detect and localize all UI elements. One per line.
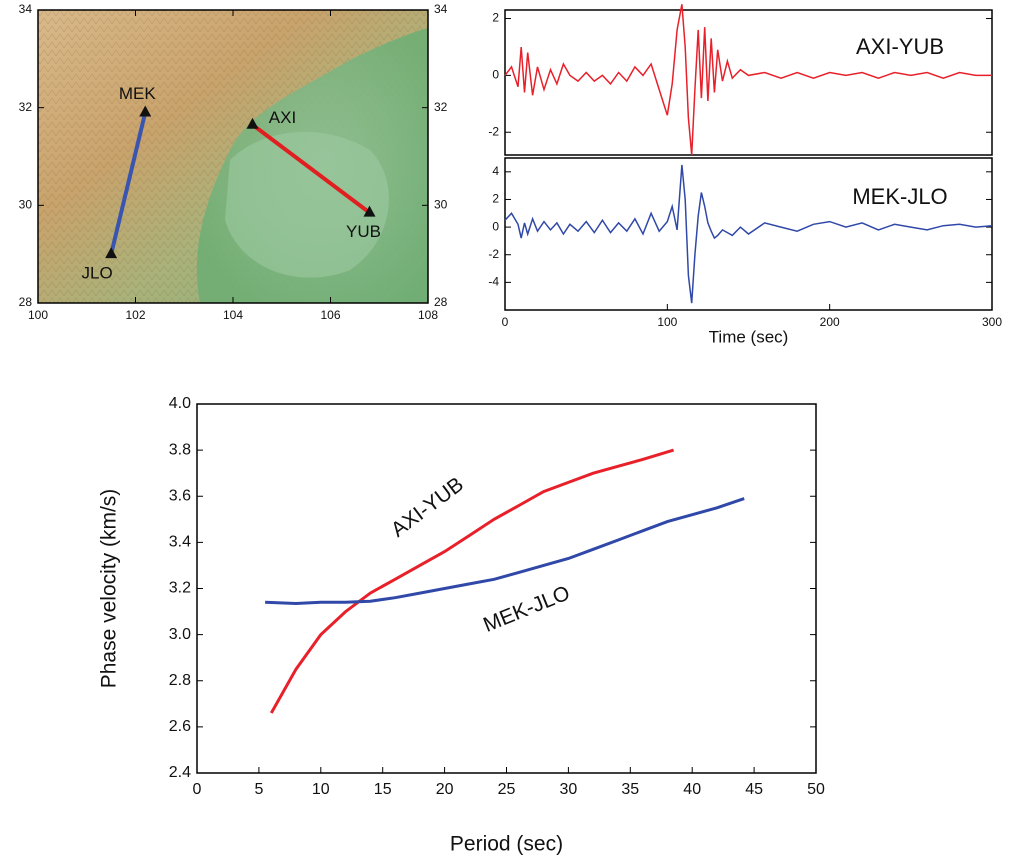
station-marker: [139, 105, 152, 117]
y-tick-label: 0: [492, 68, 499, 82]
x-tick-label: 108: [418, 308, 438, 322]
y-tick-label: 2: [492, 11, 499, 25]
series-label: MEK-JLO: [480, 581, 573, 636]
y-tick-label: 34: [19, 2, 33, 16]
y-tick-label: -2: [488, 247, 499, 261]
x-tick-label: 30: [560, 781, 578, 798]
y-tick-label: 30: [19, 198, 33, 212]
x-tick-label: 106: [320, 308, 340, 322]
x-axis-label: Time (sec): [709, 327, 789, 346]
station-label: AXI: [269, 108, 296, 127]
y-tick-label: 2: [492, 192, 499, 206]
station-label: MEK: [119, 84, 157, 103]
y-tick-label: 4: [492, 164, 499, 178]
y-tick-label: 3.8: [169, 441, 191, 458]
x-tick-label: 102: [125, 308, 145, 322]
y-tick-label: 28: [434, 295, 448, 309]
series-line: [269, 448, 675, 714]
panel-frame: [504, 157, 993, 311]
x-tick-label: 10: [312, 781, 330, 798]
station-marker: [246, 117, 259, 129]
panel-frame: [504, 9, 993, 156]
x-tick-label: 15: [374, 781, 392, 798]
x-tick-label: 0: [193, 781, 202, 798]
y-axis-label: Phase velocity (km/s): [98, 489, 121, 689]
x-tick-label: 104: [223, 308, 243, 322]
x-tick-label: 300: [982, 315, 1002, 329]
y-tick-label: -2: [488, 124, 499, 138]
y-tick-label: 34: [434, 2, 448, 16]
x-axis-label: Period (sec): [450, 833, 563, 856]
series-label: AXI-YUB: [387, 473, 468, 542]
map-terrain: [38, 10, 428, 303]
x-tick-label: 40: [683, 781, 701, 798]
x-tick-label: 200: [820, 315, 840, 329]
series-line: [504, 164, 993, 304]
x-tick-label: 5: [254, 781, 263, 798]
y-tick-label: -4: [488, 275, 499, 289]
y-tick-label: 2.8: [169, 672, 191, 689]
series-label: AXI-YUB: [856, 34, 944, 59]
x-tick-label: 50: [807, 781, 825, 798]
x-tick-label: 100: [28, 308, 48, 322]
y-tick-label: 0: [492, 219, 499, 233]
series-line: [265, 497, 745, 606]
y-tick-label: 2.6: [169, 718, 191, 735]
x-tick-label: 0: [502, 315, 509, 329]
station-marker: [363, 205, 376, 217]
y-tick-label: 32: [19, 100, 33, 114]
station-marker: [105, 247, 118, 259]
station-link: [109, 112, 148, 255]
plot-frame: [196, 403, 817, 774]
y-tick-label: 4.0: [169, 395, 191, 412]
station-label: YUB: [346, 222, 381, 241]
y-tick-label: 3.6: [169, 487, 191, 504]
y-tick-label: 2.4: [169, 764, 191, 781]
y-tick-label: 3.4: [169, 534, 191, 551]
y-tick-label: 3.2: [169, 580, 191, 597]
series-label: MEK-JLO: [852, 184, 947, 209]
station-label: JLO: [82, 264, 113, 283]
series-line: [504, 4, 992, 156]
y-tick-label: 32: [434, 100, 448, 114]
y-tick-label: 28: [19, 295, 33, 309]
y-tick-label: 30: [434, 198, 448, 212]
x-tick-label: 25: [498, 781, 516, 798]
x-tick-label: 20: [436, 781, 454, 798]
station-link: [251, 123, 371, 215]
y-tick-label: 3.0: [169, 626, 191, 643]
x-tick-label: 100: [657, 315, 677, 329]
x-tick-label: 35: [621, 781, 639, 798]
x-tick-label: 45: [745, 781, 763, 798]
